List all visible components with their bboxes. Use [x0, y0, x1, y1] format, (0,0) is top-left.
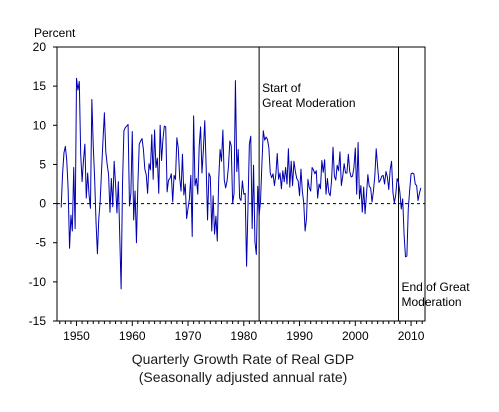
start-moderation-label: Start of Great Moderation [262, 81, 355, 110]
x-tick-label: 1990 [286, 329, 313, 343]
gdp-growth-series-line [60, 77, 422, 290]
plot-frame [56, 46, 426, 322]
x-tick-label: 2000 [342, 329, 369, 343]
x-tick-label: 1960 [119, 329, 146, 343]
annotation-labels: Start of Great Moderation End of Great Mode… [262, 81, 470, 309]
plot-border [56, 46, 426, 322]
y-axis-label: Percent [34, 26, 76, 40]
y-tick-label: 20 [33, 40, 47, 54]
chart-subtitle: (Seasonally adjusted annual rate) [139, 369, 348, 385]
y-tick-label: -15 [29, 314, 47, 328]
y-axis: 20 15 10 5 0 -5 -10 -15 [29, 40, 57, 328]
x-tick-label: 2010 [398, 329, 425, 343]
x-tick-label: 1950 [63, 329, 90, 343]
y-tick-label: 15 [33, 79, 47, 93]
y-tick-label: -5 [35, 236, 46, 250]
x-tick-label: 1980 [230, 329, 257, 343]
x-axis: 1950 1960 1970 1980 1990 2000 2010 [59, 321, 425, 343]
y-tick-label: 5 [39, 157, 46, 171]
y-tick-label: 0 [39, 197, 46, 211]
series-layer [60, 77, 422, 290]
y-tick-label: -10 [29, 275, 47, 289]
chart-title: Quarterly Growth Rate of Real GDP [132, 351, 355, 367]
x-tick-label: 1970 [175, 329, 202, 343]
y-tick-label: 10 [33, 118, 47, 132]
end-moderation-label: End of Great Moderation [402, 280, 471, 309]
